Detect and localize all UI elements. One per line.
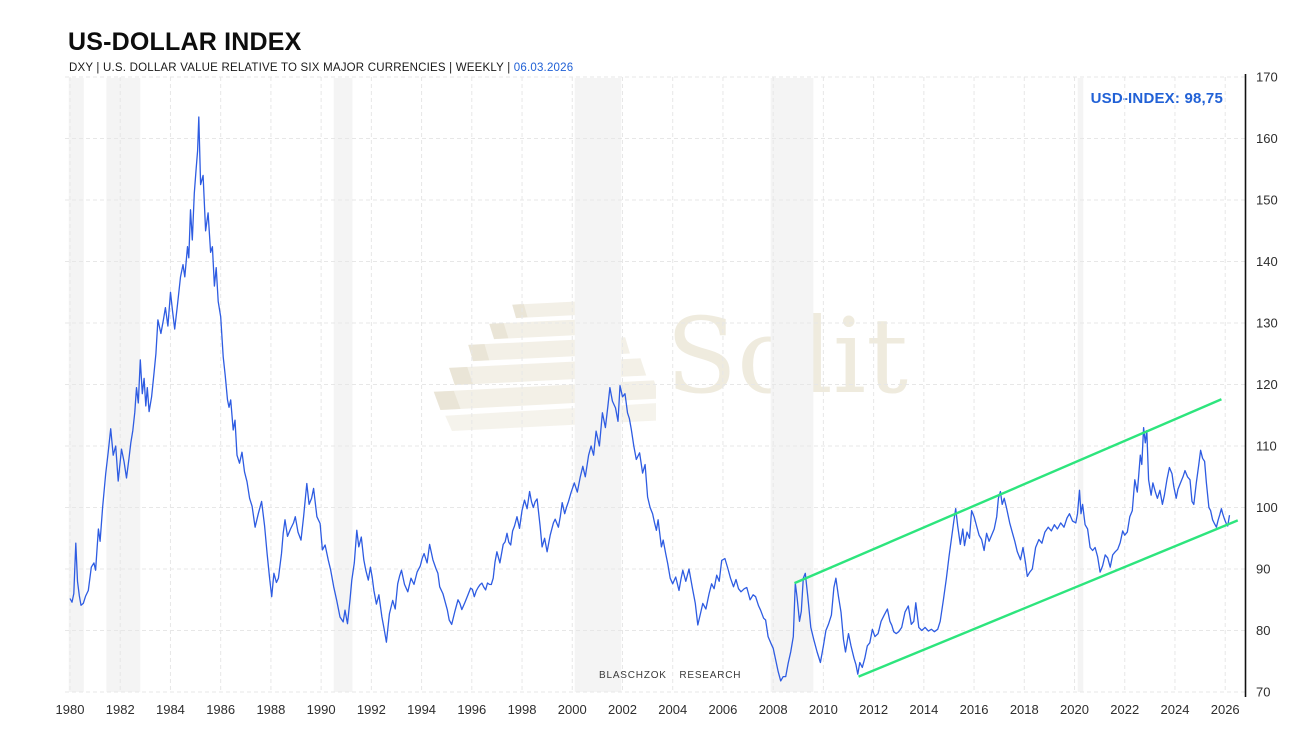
x-axis-label: 2002 (608, 702, 637, 717)
chart-subtitle-text: DXY | U.S. DOLLAR VALUE RELATIVE TO SIX … (69, 62, 514, 74)
x-axis-label: 2014 (909, 702, 938, 717)
x-axis-label: 2008 (759, 702, 788, 717)
x-axis-label: 1980 (56, 702, 85, 717)
y-axis-label: 130 (1256, 316, 1278, 331)
page-title: US-DOLLAR INDEX (68, 28, 302, 56)
recession-band (68, 78, 84, 692)
x-axis-label: 2006 (708, 702, 737, 717)
y-axis-label: 80 (1256, 623, 1270, 638)
x-axis-label: 1990 (307, 702, 336, 717)
x-axis-label: 2012 (859, 702, 888, 717)
x-axis-label: 2026 (1211, 702, 1240, 717)
chart-subtitle: DXY | U.S. DOLLAR VALUE RELATIVE TO SIX … (69, 62, 573, 74)
x-axis-label: 2018 (1010, 702, 1039, 717)
y-axis-label: 90 (1256, 562, 1270, 577)
y-axis-label: 120 (1256, 377, 1278, 392)
research-credit: BLASCHZOK RESEARCH (599, 670, 742, 681)
y-axis-label: 170 (1256, 70, 1278, 85)
y-axis-label: 70 (1256, 685, 1270, 700)
lower-channel-line (858, 519, 1239, 678)
y-axis-label: 140 (1256, 254, 1278, 269)
x-axis-label: 1988 (256, 702, 285, 717)
x-axis-label: 2000 (558, 702, 587, 717)
current-value-label: USD-INDEX: 98,75 (1090, 90, 1223, 107)
x-axis-label: 1986 (206, 702, 235, 717)
recession-band (770, 78, 814, 692)
x-axis-label: 2022 (1110, 702, 1139, 717)
y-axis-label: 100 (1256, 500, 1278, 515)
dxy-price-line (69, 116, 1231, 682)
x-axis-label: 1992 (357, 702, 386, 717)
x-axis-label: 1996 (457, 702, 486, 717)
y-axis-label: 150 (1256, 193, 1278, 208)
recession-band (333, 78, 353, 692)
x-axis-label: 1994 (407, 702, 436, 717)
x-axis-label: 2020 (1060, 702, 1089, 717)
x-axis-label: 2010 (809, 702, 838, 717)
y-axis-label: 160 (1256, 131, 1278, 146)
y-axis-label: 110 (1256, 439, 1277, 454)
x-axis-label: 2024 (1161, 702, 1190, 717)
upper-channel-line (794, 398, 1222, 585)
chart-date: 06.03.2026 (513, 62, 574, 74)
x-axis-label: 1984 (156, 702, 185, 717)
x-axis-label: 2004 (658, 702, 687, 717)
x-axis-label: 1982 (106, 702, 135, 717)
x-axis-label: 2016 (960, 702, 989, 717)
x-axis-label: 1998 (508, 702, 537, 717)
